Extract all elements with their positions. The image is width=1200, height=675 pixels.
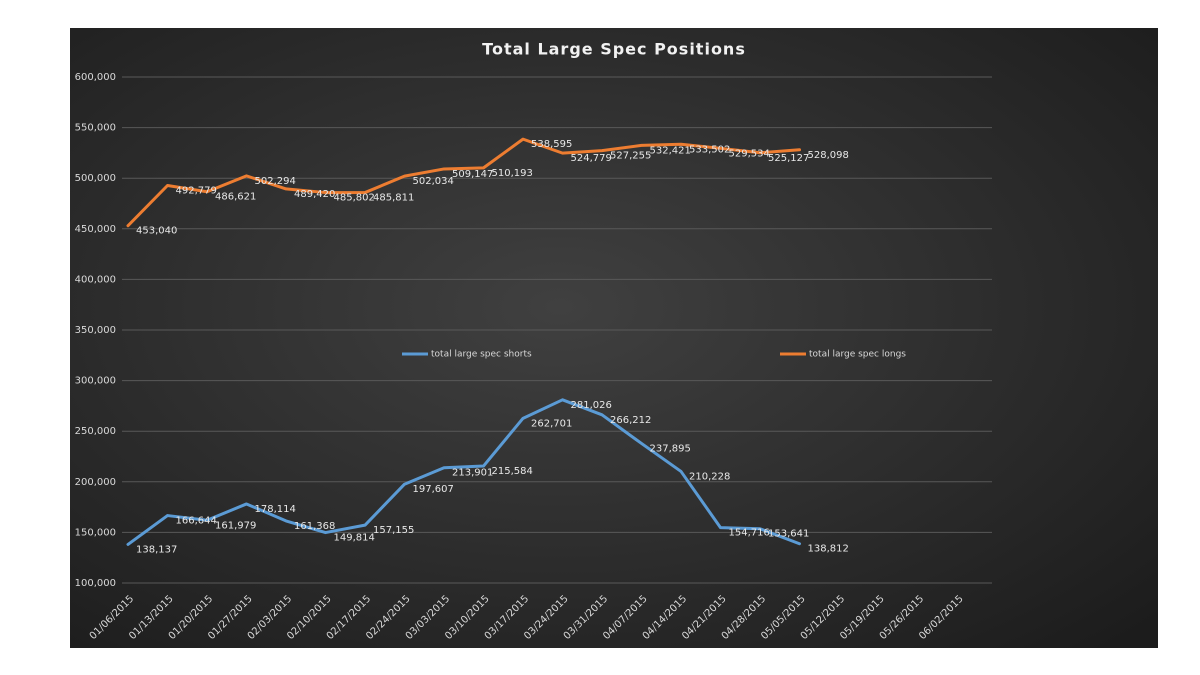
y-tick-label: 350,000 (75, 325, 116, 336)
data-label: 502,294 (255, 176, 296, 187)
data-label: 538,595 (531, 139, 572, 150)
data-label: 453,040 (136, 226, 177, 237)
data-label: 502,034 (413, 176, 454, 187)
data-label: 210,228 (689, 471, 730, 482)
y-tick-label: 500,000 (75, 173, 116, 184)
data-label: 485,802 (334, 193, 375, 204)
data-label: 149,814 (334, 533, 375, 544)
data-label: 509,147 (452, 169, 493, 180)
chart-background (70, 28, 1158, 648)
data-label: 154,716 (729, 528, 770, 539)
data-label: 510,193 (492, 168, 533, 179)
data-label: 157,155 (373, 525, 414, 536)
data-label: 215,584 (492, 466, 533, 477)
y-tick-label: 300,000 (75, 376, 116, 387)
data-label: 161,979 (215, 520, 256, 531)
data-label: 525,127 (768, 153, 809, 164)
data-label: 492,779 (176, 186, 217, 197)
chart-title: Total Large Spec Positions (482, 40, 746, 59)
data-label: 161,368 (294, 521, 335, 532)
legend-label: total large spec longs (809, 350, 906, 360)
series-line (126, 398, 801, 546)
data-label: 166,644 (176, 516, 217, 527)
y-tick-label: 200,000 (75, 477, 116, 488)
series-line (126, 137, 801, 228)
data-label: 237,895 (650, 443, 691, 454)
data-label: 532,421 (650, 145, 691, 156)
y-tick-label: 250,000 (75, 426, 116, 437)
data-label: 485,811 (373, 193, 414, 204)
data-label: 489,420 (294, 189, 335, 200)
data-label: 153,641 (768, 529, 809, 540)
data-label: 528,098 (808, 150, 849, 161)
data-label: 138,137 (136, 544, 177, 555)
y-tick-label: 100,000 (75, 578, 116, 589)
data-label: 178,114 (255, 504, 296, 515)
data-label: 197,607 (413, 484, 454, 495)
y-tick-label: 400,000 (75, 274, 116, 285)
data-label: 486,621 (215, 192, 256, 203)
data-label: 527,255 (610, 151, 651, 162)
y-tick-label: 600,000 (75, 72, 116, 83)
data-label: 138,812 (808, 544, 849, 555)
data-label: 281,026 (571, 400, 612, 411)
data-label: 266,212 (610, 415, 651, 426)
y-tick-label: 450,000 (75, 224, 116, 235)
data-label: 262,701 (531, 418, 572, 429)
legend-label: total large spec shorts (431, 350, 532, 360)
y-tick-label: 550,000 (75, 123, 116, 134)
data-label: 533,502 (689, 144, 730, 155)
data-label: 524,779 (571, 153, 612, 164)
y-tick-label: 150,000 (75, 527, 116, 538)
data-label: 213,901 (452, 468, 493, 479)
data-label: 529,534 (729, 148, 770, 159)
